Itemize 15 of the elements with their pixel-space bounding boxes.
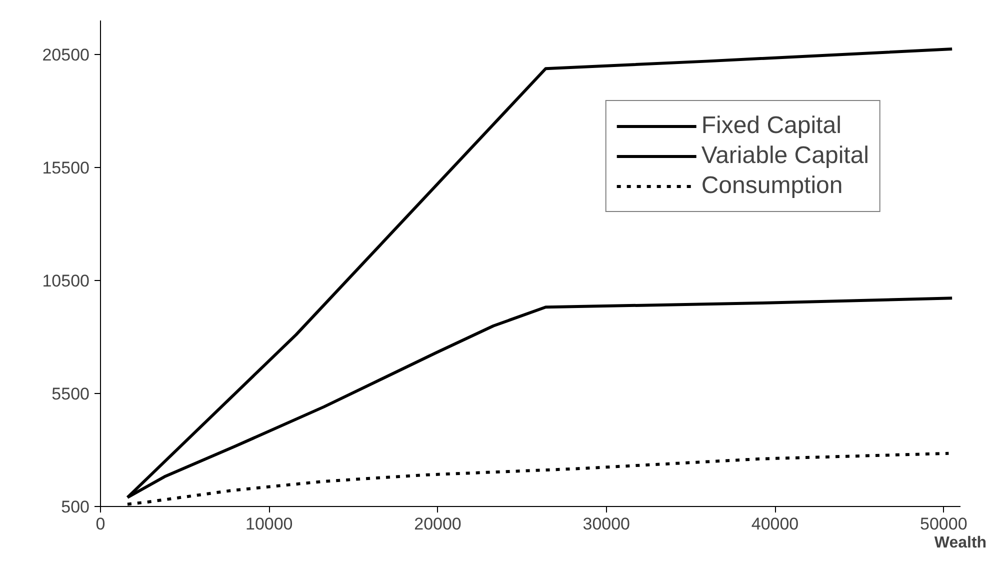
x-tick-label: 30000 — [582, 514, 630, 534]
x-tick-label: 40000 — [751, 514, 799, 534]
legend-label: Consumption — [701, 171, 843, 201]
y-tick-label: 20500 — [42, 45, 90, 64]
y-tick-label: 10500 — [42, 271, 90, 290]
y-tick-label: 5500 — [52, 384, 90, 404]
x-tick-label: 50000 — [920, 514, 968, 534]
y-tick-label: 500 — [61, 498, 90, 516]
x-tick-label: 20000 — [414, 514, 462, 534]
legend-label: Variable Capital — [701, 141, 869, 171]
x-tick-label: 10000 — [245, 514, 293, 534]
legend-label: Fixed Capital — [701, 111, 842, 141]
y-tick-label: 15500 — [42, 158, 90, 178]
x-axis-title: Wealth — [934, 534, 987, 552]
x-tick-label: 0 — [96, 514, 106, 534]
